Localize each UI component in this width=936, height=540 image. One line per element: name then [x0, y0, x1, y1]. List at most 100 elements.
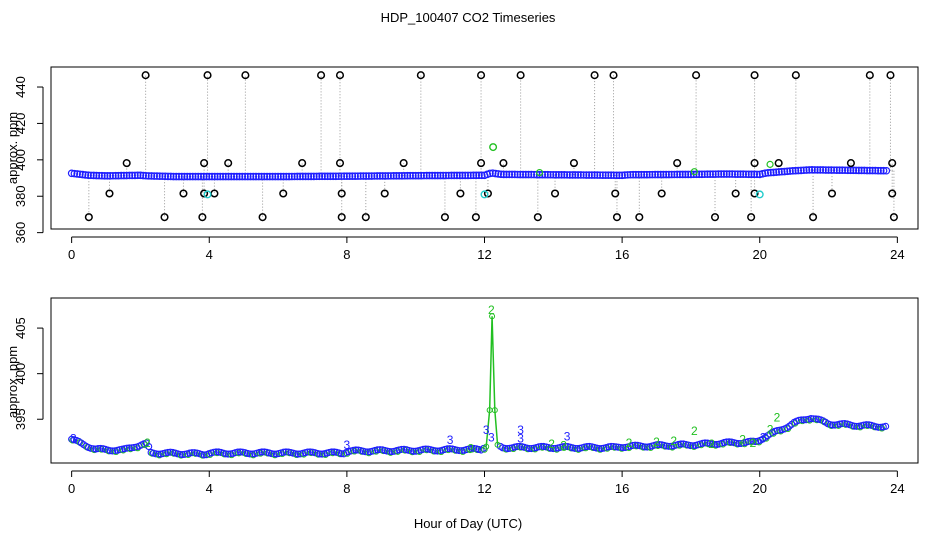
- co2-point: [221, 172, 230, 181]
- co2-point: [407, 447, 415, 455]
- co2-point: [809, 415, 817, 423]
- co2-point: [561, 442, 569, 450]
- co2-point: [709, 170, 717, 178]
- co2-point: [213, 172, 222, 181]
- co2-point-alt: [481, 446, 488, 453]
- co2-point: [293, 172, 302, 181]
- y-tick-label: 360: [13, 222, 28, 244]
- co2-point-alt: [257, 450, 264, 457]
- co2-point: [574, 171, 582, 179]
- co2-point: [477, 171, 486, 180]
- co2-point: [662, 170, 670, 179]
- co2-point: [361, 448, 370, 456]
- co2-point: [197, 172, 205, 181]
- co2-point: [123, 444, 131, 452]
- co2-point: [351, 172, 359, 180]
- co2-point: [637, 170, 646, 179]
- co2-point: [849, 166, 858, 175]
- x-tick-label: 20: [753, 481, 767, 496]
- co2-point-alt: [553, 446, 560, 453]
- co2-point: [367, 172, 376, 180]
- co2-point: [285, 172, 293, 181]
- co2-point: [802, 166, 811, 174]
- co2-point-alt: [669, 444, 676, 451]
- co2-point: [348, 172, 357, 180]
- flag-label-3: 3: [760, 430, 767, 444]
- outlier-point: [611, 189, 620, 198]
- co2-point: [98, 171, 106, 180]
- co2-point-alt: [271, 451, 279, 459]
- co2-point: [571, 444, 579, 452]
- co2-point-alt: [712, 442, 719, 449]
- co2-point: [596, 171, 604, 179]
- co2-point: [797, 166, 805, 175]
- co2-point: [176, 450, 184, 458]
- co2-point: [786, 167, 794, 175]
- co2-point-alt: [676, 442, 683, 449]
- co2-point-alt: [856, 423, 864, 431]
- co2-point: [238, 172, 247, 181]
- x-tick-label: 12: [477, 481, 491, 496]
- co2-point: [882, 422, 890, 430]
- co2-point: [260, 448, 268, 456]
- co2-point: [359, 172, 368, 180]
- co2-point: [475, 171, 483, 180]
- co2-point-alt: [582, 444, 589, 452]
- bottom-y-axis-label: approx. ppm: [5, 346, 20, 418]
- outlier-point: [809, 213, 818, 222]
- co2-point: [326, 172, 335, 181]
- co2-point: [773, 427, 781, 435]
- co2-point: [398, 171, 406, 180]
- co2-point: [857, 166, 866, 175]
- co2-point: [458, 171, 467, 180]
- outlier-point: [609, 71, 618, 80]
- co2-point: [164, 172, 172, 181]
- co2-point: [117, 171, 125, 180]
- co2-point: [860, 166, 869, 175]
- co2-point: [853, 422, 861, 430]
- co2-point: [835, 166, 844, 174]
- co2-point: [604, 171, 613, 179]
- co2-point: [706, 170, 714, 178]
- outlier-point: [241, 71, 250, 80]
- co2-point: [874, 166, 882, 175]
- co2-point: [499, 170, 508, 179]
- co2-point: [497, 170, 505, 179]
- co2-point-alt: [372, 448, 380, 455]
- co2-point: [472, 171, 481, 180]
- flag-label-3: 3: [488, 430, 495, 444]
- co2-point: [508, 170, 516, 179]
- outlier-point: [774, 159, 783, 168]
- co2-point: [455, 171, 464, 180]
- co2-point: [783, 167, 792, 176]
- co2-point: [546, 170, 555, 179]
- co2-point: [618, 171, 626, 180]
- outlier-point: [399, 159, 408, 168]
- flag-label-3: 3: [70, 431, 77, 445]
- co2-point-alt: [575, 446, 582, 453]
- co2-point: [528, 445, 536, 453]
- co2-point: [766, 168, 775, 177]
- co2-point: [235, 172, 244, 181]
- y-tick-label: 380: [13, 185, 28, 207]
- outlier-point: [298, 159, 307, 168]
- co2-point: [433, 171, 442, 180]
- co2-point: [177, 172, 186, 181]
- co2-point: [678, 170, 687, 179]
- outlier-point: [84, 213, 93, 222]
- x-tick-label: 24: [890, 481, 904, 496]
- co2-point-alt: [163, 450, 170, 458]
- co2-point: [819, 166, 827, 174]
- y-tick-label: 405: [13, 317, 28, 339]
- co2-point: [400, 171, 409, 180]
- flag-label-2: 2: [774, 410, 781, 424]
- co2-point: [128, 171, 136, 180]
- co2-point: [340, 172, 348, 181]
- co2-point: [384, 172, 392, 180]
- co2-point: [621, 171, 629, 179]
- co2-point: [349, 446, 357, 454]
- co2-point: [266, 172, 274, 181]
- co2-point: [282, 172, 291, 181]
- co2-point-alt: [278, 450, 286, 458]
